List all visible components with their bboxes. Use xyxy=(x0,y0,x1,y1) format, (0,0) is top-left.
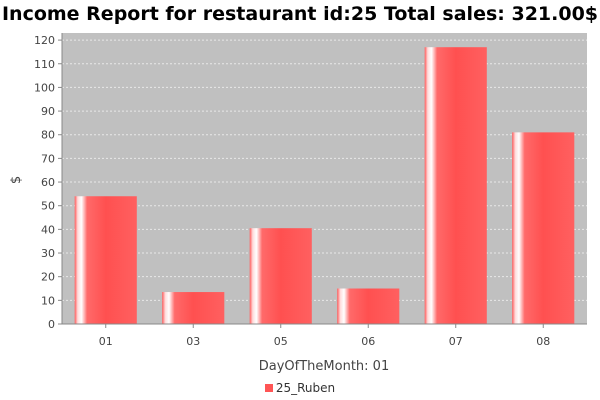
y-tick-label: 120 xyxy=(34,34,55,47)
y-tick-label: 110 xyxy=(34,58,55,71)
y-tick-label: 50 xyxy=(41,200,55,213)
y-tick-label: 40 xyxy=(41,223,55,236)
legend-swatch xyxy=(264,384,273,392)
bar xyxy=(74,196,137,324)
y-tick-label: 80 xyxy=(41,129,55,142)
y-tick-label: 20 xyxy=(41,271,55,284)
y-tick-label: 90 xyxy=(41,105,55,118)
x-tick-label: 06 xyxy=(361,335,375,348)
bar xyxy=(512,132,575,324)
x-axis-ticks: 01 03 05 06 07 08 xyxy=(99,324,550,348)
legend-label: 25_Ruben xyxy=(275,381,336,395)
x-tick-label: 01 xyxy=(99,335,113,348)
y-tick-label: 0 xyxy=(48,318,55,331)
bar xyxy=(162,292,225,324)
bars xyxy=(74,47,575,324)
bar xyxy=(249,228,312,324)
x-tick-label: 07 xyxy=(449,335,463,348)
legend: 25_Ruben xyxy=(0,381,600,395)
y-axis-label: $ xyxy=(9,176,24,184)
plot-area xyxy=(62,33,587,324)
y-tick-label: 30 xyxy=(41,247,55,260)
x-axis-label: DayOfTheMonth: 01 xyxy=(259,359,389,374)
x-tick-label: 08 xyxy=(536,335,550,348)
y-tick-label: 10 xyxy=(41,294,55,307)
y-tick-label: 70 xyxy=(41,152,55,165)
x-tick-label: 05 xyxy=(274,335,288,348)
y-tick-label: 100 xyxy=(34,81,55,94)
chart-title: Income Report for restaurant id:25 Total… xyxy=(1,3,599,25)
y-axis-ticks: 0 10 20 30 40 50 60 70 80 90 100 110 120 xyxy=(34,34,62,331)
bar xyxy=(424,47,487,324)
gridlines xyxy=(62,39,587,301)
x-tick-label: 03 xyxy=(186,335,200,348)
y-tick-label: 60 xyxy=(41,176,55,189)
bar xyxy=(337,288,400,324)
